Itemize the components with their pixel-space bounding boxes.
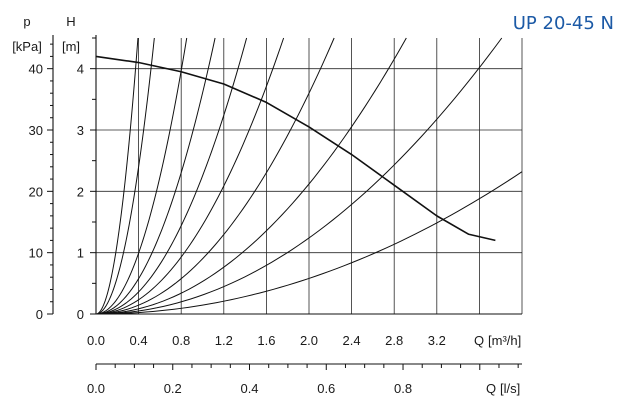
flow-ls-tick-label: 0.8	[394, 381, 412, 396]
pump-curve-group	[95, 55, 496, 242]
flow-ls-tick-label: 0.2	[164, 381, 182, 396]
flow-m3h-tick-label: 2.8	[385, 333, 403, 348]
head-axis-symbol: H	[66, 14, 75, 29]
flow-m3h-axis-label: Q	[474, 333, 484, 348]
pressure-tick-label: 40	[29, 62, 43, 77]
flow-m3h-tick-label: 0.4	[130, 333, 148, 348]
head-tick-label: 0	[77, 307, 84, 322]
flow-m3h-axis-unit: [m³/h]	[488, 333, 521, 348]
chart-title: UP 20-45 N	[513, 13, 614, 34]
flow-m3h-tick-label: 2.0	[300, 333, 318, 348]
system-curve	[95, 37, 188, 315]
system-curves	[95, 37, 523, 315]
system-curve	[95, 37, 216, 315]
flow-m3h-tick-label: 3.2	[428, 333, 446, 348]
flow-m3h-tick-label: 0.0	[87, 333, 105, 348]
head-tick-label: 1	[77, 246, 84, 261]
axes	[47, 35, 522, 370]
flow-m3h-tick-label: 2.4	[343, 333, 361, 348]
pressure-tick-label: 10	[29, 246, 43, 261]
system-curve	[95, 171, 523, 315]
flow-m3h-tick-label: 1.2	[215, 333, 233, 348]
flow-ls-tick-label: 0.4	[240, 381, 258, 396]
pressure-axis-unit: [kPa]	[12, 39, 42, 54]
pressure-tick-label: 0	[36, 307, 43, 322]
flow-ls-axis-label: Q	[486, 381, 496, 396]
pressure-tick-label: 20	[29, 184, 43, 199]
head-tick-label: 3	[77, 123, 84, 138]
system-curve	[95, 37, 503, 315]
system-curve	[95, 37, 248, 315]
flow-ls-tick-label: 0.0	[87, 381, 105, 396]
system-curve	[95, 37, 335, 315]
flow-ls-axis-unit: [l/s]	[500, 381, 520, 396]
pressure-tick-label: 30	[29, 123, 43, 138]
flow-m3h-tick-label: 0.8	[172, 333, 190, 348]
flow-ls-tick-label: 0.6	[317, 381, 335, 396]
pump-curve	[95, 55, 496, 242]
system-curve	[95, 37, 139, 315]
system-curve	[95, 37, 285, 315]
pressure-axis-symbol: p	[23, 14, 30, 29]
head-tick-label: 4	[77, 62, 84, 77]
system-curve	[95, 37, 155, 315]
head-tick-label: 2	[77, 184, 84, 199]
flow-m3h-tick-label: 1.6	[257, 333, 275, 348]
system-curve	[95, 37, 407, 315]
head-axis-unit: [m]	[62, 39, 80, 54]
